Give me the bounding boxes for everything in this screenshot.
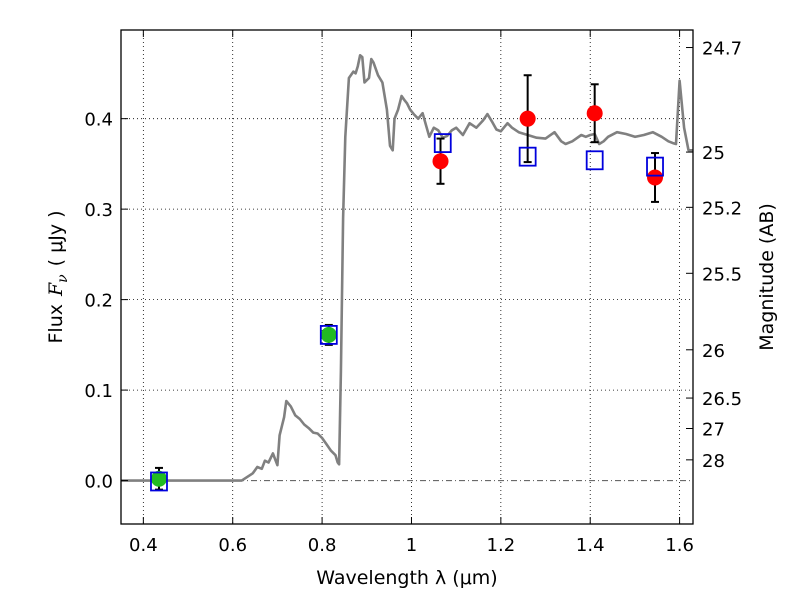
model-band-square [319, 325, 338, 345]
model-band-square [585, 150, 604, 171]
x-tick-label: 1 [406, 535, 417, 556]
y-axis-label-prefix: Flux [45, 304, 67, 344]
observed-point [432, 153, 449, 170]
y2-tick-label: 25.2 [702, 198, 742, 219]
x-tick-label: 1.4 [576, 535, 605, 556]
observed-green-point [150, 470, 167, 487]
x-tick-label: 0.4 [129, 535, 158, 556]
x-tick-label: 0.6 [218, 535, 247, 556]
y-tick-label: 0.1 [84, 381, 113, 402]
plot-frame [120, 29, 694, 525]
y2-tick-label: 27 [702, 420, 725, 441]
observed-point [647, 169, 664, 186]
model-band-square [646, 156, 664, 177]
y2-tick-label: 24.7 [702, 39, 742, 60]
y-axis-label-symbol: F [45, 282, 67, 297]
y2-tick-label: 26.5 [702, 389, 742, 410]
model-band-square [518, 146, 537, 167]
y-axis-label: Flux Fν ( μJy ) [45, 210, 71, 343]
y2-tick-label: 28 [702, 451, 725, 472]
x-axis-label: Wavelength λ (μm) [316, 567, 497, 589]
observed-green-point [320, 326, 337, 343]
x-tick-label: 1.2 [487, 535, 516, 556]
y2-tick-label: 25.5 [702, 264, 742, 285]
x-tick-label: 0.8 [308, 535, 337, 556]
y-tick-label: 0.0 [84, 472, 113, 493]
model-band-square [433, 133, 452, 153]
y-tick-label: 0.2 [84, 291, 113, 312]
y-axis-label-subscript: ν [55, 274, 71, 283]
x-tick-label: 1.6 [665, 535, 694, 556]
model-band-square [150, 471, 168, 492]
y2-tick-label: 26 [702, 341, 725, 362]
y2-tick-label: 25 [702, 143, 725, 164]
y-axis-label-units: ( μJy ) [45, 210, 67, 266]
y2-axis-label: Magnitude (AB) [756, 203, 778, 351]
observed-point [586, 105, 603, 122]
y-tick-label: 0.3 [84, 200, 113, 221]
axis-ticks: 0.4 0.6 0.8 1 1.2 1.4 1.6 0.0 0.1 0.2 0.3 0.4 24.7 25… [84, 30, 742, 556]
data-markers [150, 74, 664, 492]
observed-point [519, 110, 536, 127]
y-tick-label: 0.4 [84, 110, 113, 131]
